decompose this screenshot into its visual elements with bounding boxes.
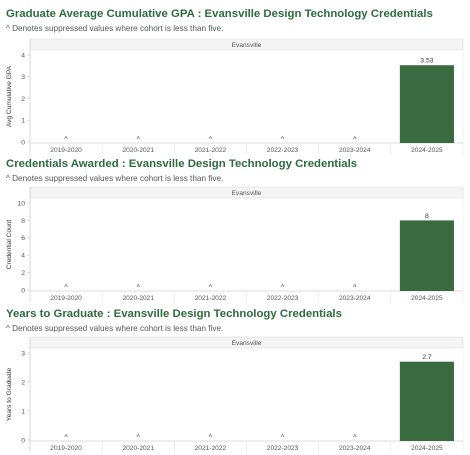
y-tick-label: 2 <box>21 96 25 103</box>
x-tick-label-2024-2025: 2024-2025 <box>411 445 443 452</box>
gpa-chart: Evansville 0 1 2 3 4 Avg Cumulative GPA ^ 2019-2… <box>6 38 464 154</box>
y-tick-label: 3 <box>21 74 25 81</box>
years-section: Years to Graduate : Evansville Design Te… <box>0 308 470 455</box>
y-tick-label: 2 <box>21 379 25 386</box>
gpa-chart-subtitle: ^ Denotes suppressed values where cohort… <box>6 24 224 33</box>
y-tick-label: 0 <box>21 287 25 294</box>
y-tick-label: 0 <box>21 437 25 444</box>
years-chart-title: Years to Graduate : Evansville Design Te… <box>6 308 342 320</box>
x-tick-label-2021-2022: 2021-2022 <box>195 295 227 302</box>
x-tick-label-2023-2024: 2023-2024 <box>339 445 371 452</box>
y-tick-label: 8 <box>21 218 25 225</box>
credentials-chart-title: Credentials Awarded : Evansville Design … <box>6 158 358 170</box>
x-tick-label-2022-2023: 2022-2023 <box>267 295 299 302</box>
suppressed-marker-2021-2022: ^ <box>209 285 213 292</box>
bar-2024-2025 <box>399 65 454 143</box>
suppressed-marker-2023-2024: ^ <box>353 137 357 144</box>
suppressed-marker-2022-2023: ^ <box>281 285 285 292</box>
x-tick-label-2021-2022: 2021-2022 <box>195 445 227 452</box>
suppressed-marker-2020-2021: ^ <box>137 285 141 292</box>
suppressed-marker-2020-2021: ^ <box>137 435 141 442</box>
y-tick-label: 4 <box>21 253 25 260</box>
years-chart-subtitle: ^ Denotes suppressed values where cohort… <box>6 324 224 333</box>
data-label-2024-2025: 8 <box>425 213 429 220</box>
panel-header-label: Evansville <box>232 42 262 49</box>
suppressed-marker-2019-2020: ^ <box>64 435 68 442</box>
suppressed-marker-2023-2024: ^ <box>353 285 357 292</box>
y-axis-title: Avg Cumulative GPA <box>6 65 13 127</box>
y-axis-title: Credential Count <box>6 220 13 270</box>
credentials-chart: Evansville 0 2 4 6 8 10 Credential Count ^ 2019-2… <box>6 186 464 302</box>
years-chart: Evansville 0 1 2 3 Years to Graduate ^ 2019-202… <box>6 336 464 452</box>
gpa-chart-title: Graduate Average Cumulative GPA : Evansv… <box>6 8 433 20</box>
suppressed-marker-2023-2024: ^ <box>353 435 357 442</box>
y-tick-label: 6 <box>21 235 25 242</box>
y-tick-label: 4 <box>21 52 25 59</box>
panel-header-label: Evansville <box>232 340 262 347</box>
x-tick-label-2020-2021: 2020-2021 <box>122 445 154 452</box>
panel-header-label: Evansville <box>232 190 262 197</box>
credentials-section: Credentials Awarded : Evansville Design … <box>0 158 470 306</box>
y-tick-label: 3 <box>21 350 25 357</box>
x-tick-label-2021-2022: 2021-2022 <box>195 147 227 154</box>
suppressed-marker-2021-2022: ^ <box>209 435 213 442</box>
gpa-section: Graduate Average Cumulative GPA : Evansv… <box>0 8 470 156</box>
suppressed-marker-2021-2022: ^ <box>209 137 213 144</box>
x-tick-label-2020-2021: 2020-2021 <box>122 295 154 302</box>
bar-2024-2025 <box>399 361 454 441</box>
x-tick-label-2020-2021: 2020-2021 <box>122 147 154 154</box>
x-tick-label-2023-2024: 2023-2024 <box>339 147 371 154</box>
x-tick-label-2019-2020: 2019-2020 <box>50 295 82 302</box>
y-axis-title: Years to Graduate <box>6 368 13 422</box>
suppressed-marker-2019-2020: ^ <box>64 285 68 292</box>
x-tick-label-2024-2025: 2024-2025 <box>411 147 443 154</box>
credentials-chart-subtitle: ^ Denotes suppressed values where cohort… <box>6 174 224 183</box>
suppressed-marker-2019-2020: ^ <box>64 137 68 144</box>
suppressed-marker-2022-2023: ^ <box>281 137 285 144</box>
suppressed-marker-2022-2023: ^ <box>281 435 285 442</box>
x-tick-label-2023-2024: 2023-2024 <box>339 295 371 302</box>
data-label-2024-2025: 3.53 <box>420 58 433 65</box>
x-tick-label-2022-2023: 2022-2023 <box>267 445 299 452</box>
suppressed-marker-2020-2021: ^ <box>137 137 141 144</box>
x-tick-label-2022-2023: 2022-2023 <box>267 147 299 154</box>
y-tick-label: 2 <box>21 270 25 277</box>
x-tick-label-2024-2025: 2024-2025 <box>411 295 443 302</box>
data-label-2024-2025: 2.7 <box>422 354 432 361</box>
y-tick-label: 0 <box>21 139 25 146</box>
bar-2024-2025 <box>399 220 454 291</box>
x-tick-label-2019-2020: 2019-2020 <box>50 445 82 452</box>
y-tick-label: 1 <box>21 408 25 415</box>
y-tick-label: 10 <box>17 200 25 207</box>
x-tick-label-2019-2020: 2019-2020 <box>50 147 82 154</box>
y-tick-label: 1 <box>21 118 25 125</box>
